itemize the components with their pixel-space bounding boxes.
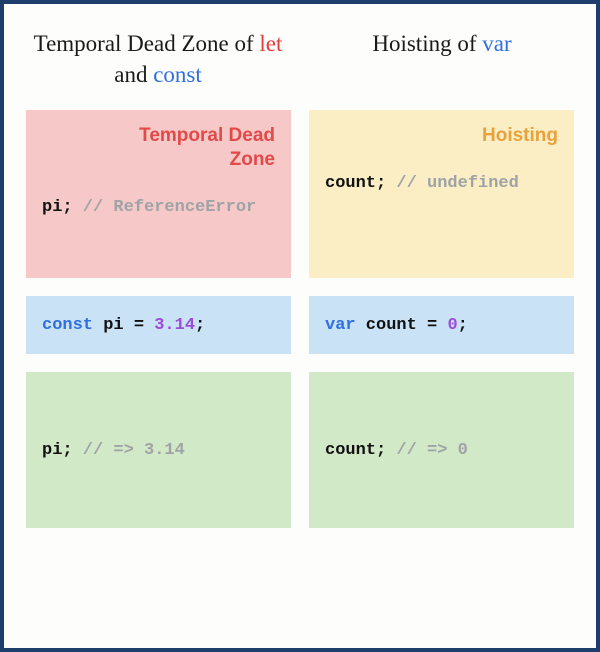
header-right-pre: Hoisting of [372, 31, 482, 56]
decl-right-tail: ; [458, 316, 468, 335]
keyword-let: let [259, 31, 282, 56]
header-left: Temporal Dead Zone of let and const [26, 28, 290, 90]
comment-314: // => 3.14 [73, 441, 185, 460]
keyword-const: const [153, 62, 202, 87]
decl-left-rest: pi = [93, 316, 154, 335]
box-decl-left: const pi = 3.14; [26, 296, 291, 354]
decl-right-rest: count = [356, 316, 448, 335]
header-right: Hoisting of var [310, 28, 574, 90]
kw-const-code: const [42, 316, 93, 335]
box-after-right: count; // => 0 [309, 372, 574, 528]
header-left-mid: and [114, 62, 153, 87]
box-hoist-right: Hoisting count; // undefined [309, 110, 574, 278]
box-tdz-left: Temporal Dead Zone pi; // ReferenceError [26, 110, 291, 278]
row-zone: Temporal Dead Zone pi; // ReferenceError… [26, 110, 574, 278]
row-after: pi; // => 3.14 count; // => 0 [26, 372, 574, 528]
diagram-frame: Temporal Dead Zone of let and const Hois… [0, 0, 600, 652]
num-314: 3.14 [154, 316, 195, 335]
code-after-left: pi; // => 3.14 [42, 441, 185, 460]
row-decl: const pi = 3.14; var count = 0; [26, 296, 574, 354]
code-tdz-left: pi; // ReferenceError [42, 198, 275, 217]
keyword-var: var [482, 31, 511, 56]
code-hoist-right: count; // undefined [325, 174, 558, 193]
box-decl-right: var count = 0; [309, 296, 574, 354]
badge-tdz: Temporal Dead Zone [42, 124, 275, 172]
num-0: 0 [447, 316, 457, 335]
comment-referror: // ReferenceError [73, 198, 257, 217]
comment-undefined: // undefined [386, 174, 519, 193]
ident-pi-2: pi; [42, 441, 73, 460]
box-after-left: pi; // => 3.14 [26, 372, 291, 528]
badge-hoist: Hoisting [325, 124, 558, 148]
code-after-right: count; // => 0 [325, 441, 468, 460]
code-decl-left: const pi = 3.14; [42, 316, 205, 335]
ident-pi-1: pi; [42, 198, 73, 217]
headers-row: Temporal Dead Zone of let and const Hois… [26, 28, 574, 90]
header-left-pre: Temporal Dead Zone of [34, 31, 260, 56]
decl-left-tail: ; [195, 316, 205, 335]
ident-count-2: count; [325, 441, 386, 460]
comment-0: // => 0 [386, 441, 468, 460]
ident-count-1: count; [325, 174, 386, 193]
kw-var-code: var [325, 316, 356, 335]
code-decl-right: var count = 0; [325, 316, 468, 335]
